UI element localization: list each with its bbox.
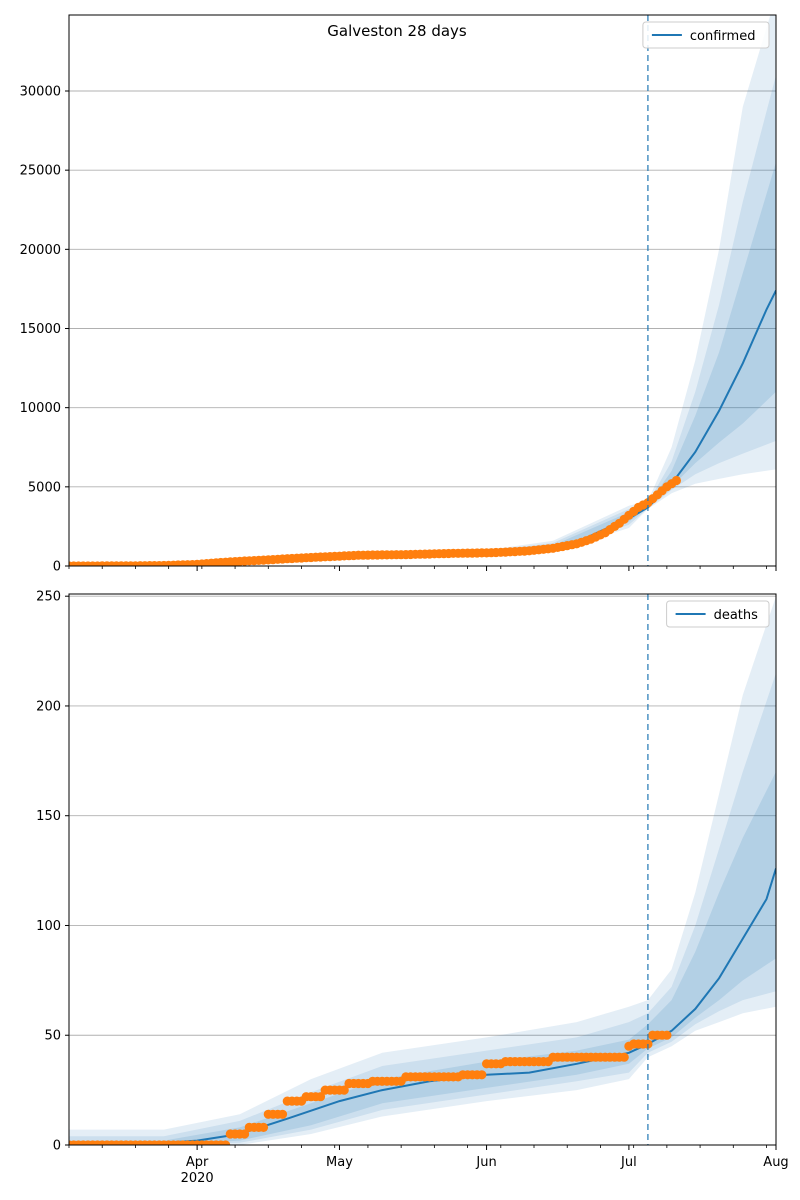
legend-label: deaths [714, 608, 759, 623]
x-tick-label: Jul [620, 1155, 637, 1170]
y-tick-label: 200 [36, 699, 61, 714]
y-tick-label: 0 [53, 1139, 61, 1154]
observed-point [240, 1129, 250, 1139]
uncertainty-band [69, 771, 776, 1145]
axes-frame [68, 14, 777, 567]
plot-area [69, 15, 776, 566]
plot-area [69, 596, 776, 1145]
y-tick-label: 0 [53, 560, 61, 575]
observed-point [662, 1030, 672, 1040]
legend-box [642, 21, 770, 49]
axes-frame [68, 593, 777, 1146]
confirmed-panel: 0 5000 10000 15000 20000 25000 30000 confirmed [20, 14, 777, 575]
observed-point [258, 1122, 269, 1132]
legend-label: confirmed [690, 29, 756, 44]
y-tick-label: 100 [36, 919, 61, 934]
y-tick-label: 25000 [20, 164, 61, 179]
y-tick-label: 5000 [28, 480, 61, 495]
x-tick-label: May [326, 1155, 353, 1170]
uncertainty-band [69, 162, 776, 566]
y-tick-label: 150 [36, 809, 61, 824]
y-tick-label: 250 [36, 590, 61, 605]
observed-point [221, 1140, 231, 1145]
y-tick-label: 10000 [20, 401, 61, 416]
observed-point [339, 1085, 349, 1095]
y-tick-label: 20000 [20, 243, 61, 258]
x-tick-year-label: 2020 [181, 1171, 214, 1186]
x-tick-label: Apr [186, 1155, 209, 1170]
x-tick-label: Jun [475, 1155, 496, 1170]
model-line [69, 290, 776, 566]
observed-point [477, 1070, 487, 1080]
legend-box [666, 600, 770, 628]
y-tick-label: 50 [44, 1029, 61, 1044]
observed-point [619, 1052, 629, 1062]
observed-point [277, 1109, 288, 1119]
observed-point [315, 1092, 326, 1102]
y-tick-label: 30000 [20, 85, 61, 100]
observed-point [671, 475, 682, 486]
x-tick-label: Aug [763, 1155, 788, 1170]
y-tick-label: 15000 [20, 322, 61, 337]
figure-title: Galveston 28 days [327, 22, 467, 40]
